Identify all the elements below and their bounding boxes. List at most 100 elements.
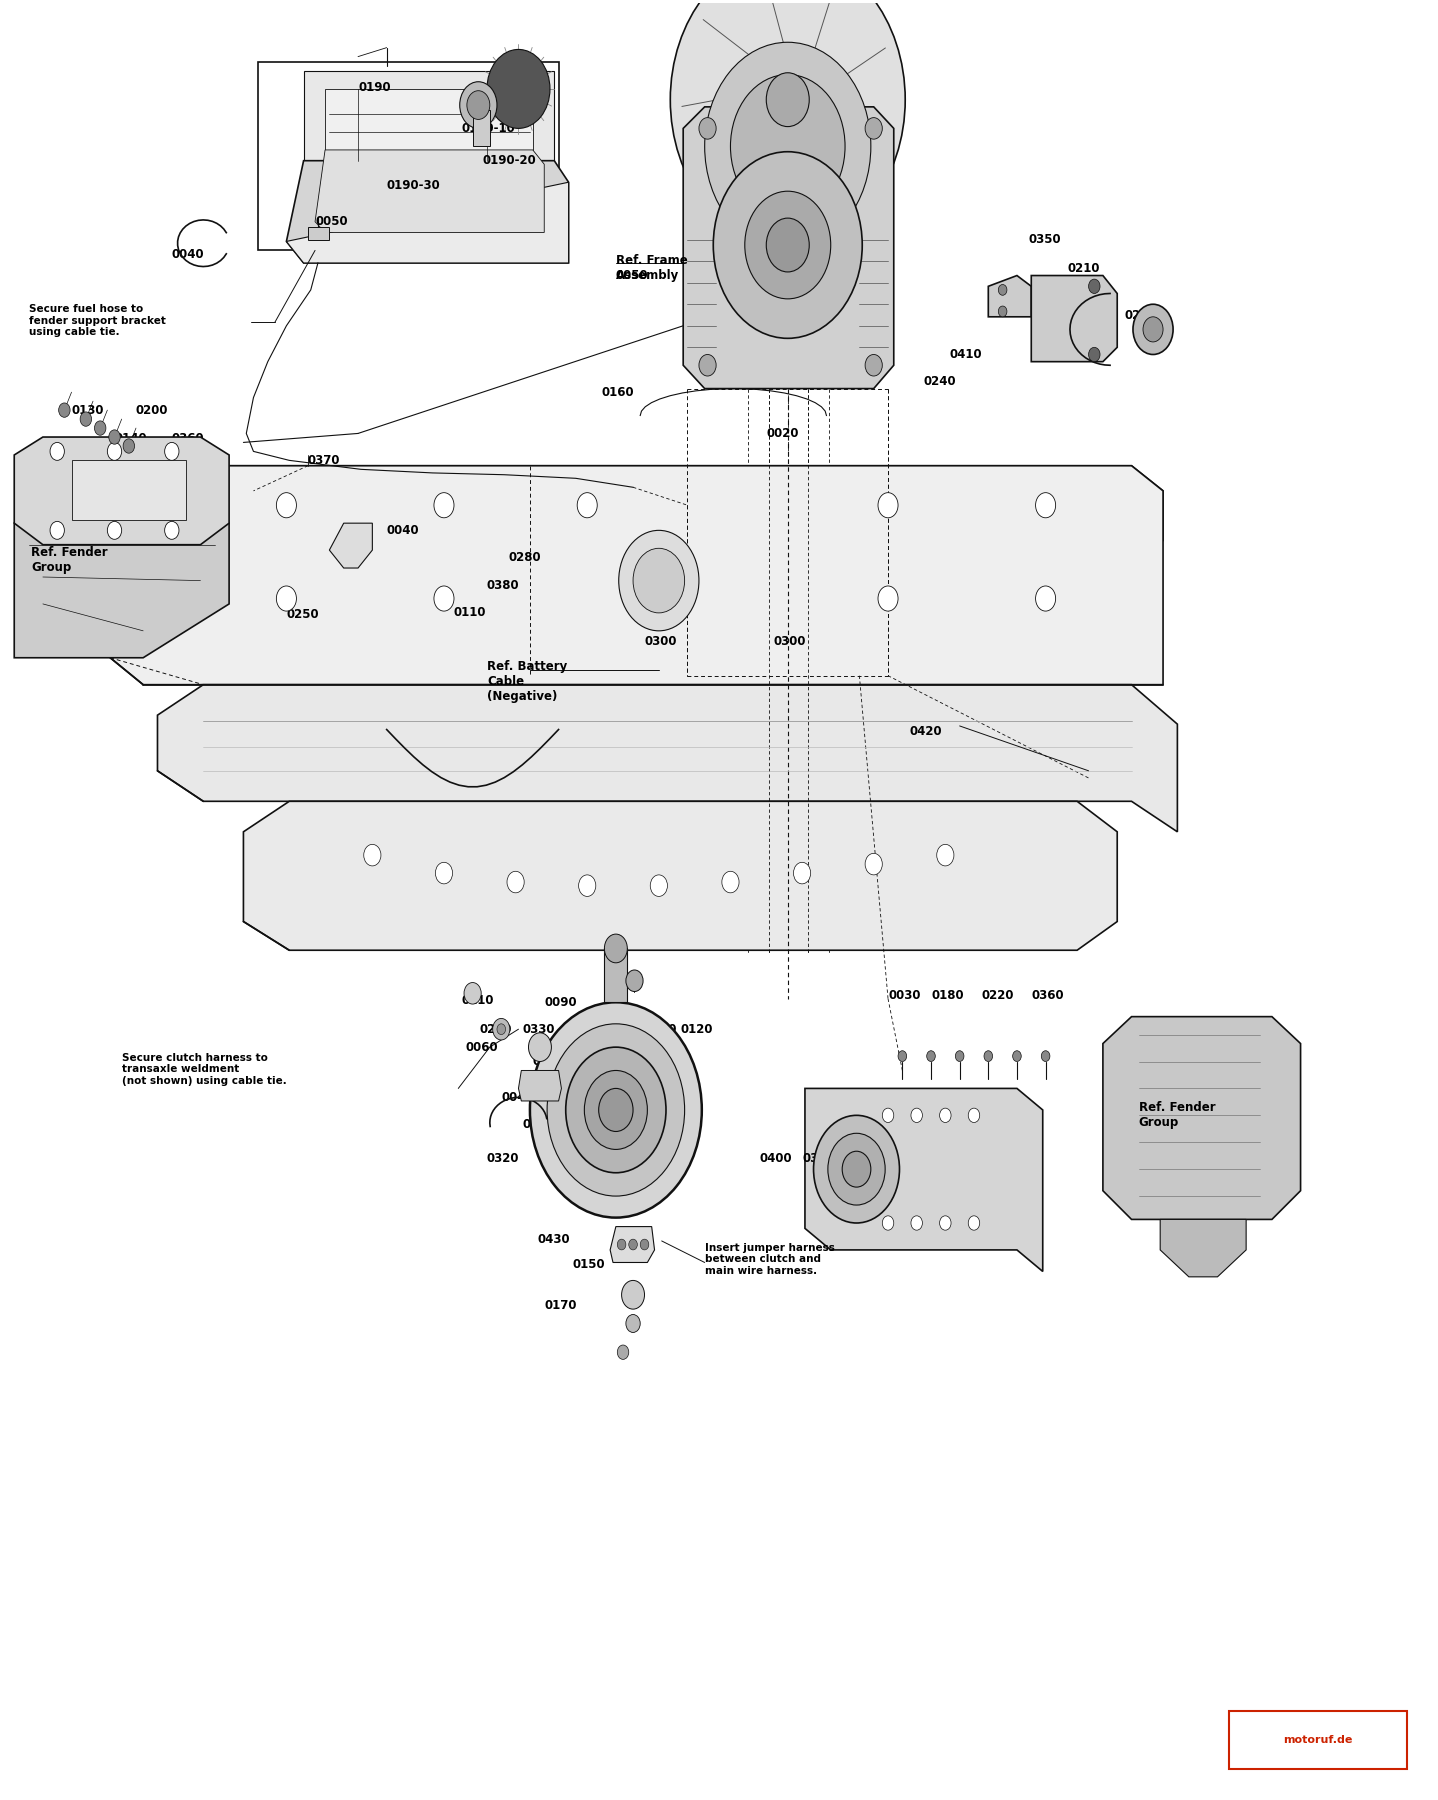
Text: 0410: 0410	[949, 347, 982, 362]
Circle shape	[968, 1109, 979, 1123]
Polygon shape	[14, 524, 229, 657]
Text: 0040: 0040	[171, 247, 204, 261]
Polygon shape	[683, 106, 894, 389]
Circle shape	[1041, 1051, 1050, 1062]
Polygon shape	[473, 110, 490, 146]
Polygon shape	[243, 801, 1117, 950]
Polygon shape	[72, 461, 186, 520]
Circle shape	[1143, 317, 1163, 342]
Polygon shape	[329, 524, 372, 569]
Circle shape	[621, 1280, 644, 1309]
Text: 0180: 0180	[930, 988, 963, 1001]
Circle shape	[766, 218, 810, 272]
Circle shape	[955, 1051, 963, 1062]
Circle shape	[618, 531, 699, 630]
Circle shape	[626, 970, 643, 992]
Circle shape	[577, 493, 597, 518]
Text: 0210: 0210	[1067, 261, 1100, 275]
Text: 0220: 0220	[981, 988, 1014, 1001]
Circle shape	[108, 522, 122, 540]
Polygon shape	[1160, 1219, 1247, 1276]
Circle shape	[493, 1019, 510, 1040]
Polygon shape	[111, 466, 1163, 542]
Circle shape	[364, 844, 381, 866]
Text: 0090: 0090	[544, 995, 577, 1008]
Circle shape	[713, 151, 863, 338]
Circle shape	[866, 117, 883, 139]
Circle shape	[1035, 493, 1055, 518]
Circle shape	[464, 983, 482, 1004]
Circle shape	[50, 522, 65, 540]
Text: 0440: 0440	[777, 63, 810, 76]
Text: 0300: 0300	[644, 635, 677, 648]
Polygon shape	[286, 160, 568, 263]
Circle shape	[899, 1051, 906, 1062]
Text: 0250: 0250	[286, 608, 319, 621]
Text: Ref. Fender
Group: Ref. Fender Group	[32, 547, 108, 574]
Text: 0150: 0150	[572, 1258, 605, 1271]
Polygon shape	[610, 1226, 654, 1262]
Circle shape	[998, 284, 1007, 295]
Text: 0270: 0270	[480, 1022, 512, 1035]
Text: 0040: 0040	[387, 524, 420, 536]
Circle shape	[565, 1048, 666, 1174]
Text: 0190-10: 0190-10	[462, 122, 515, 135]
Text: 0280: 0280	[509, 551, 541, 563]
Circle shape	[434, 493, 454, 518]
Text: 0010: 0010	[604, 1125, 637, 1138]
Text: motoruf.de: motoruf.de	[1283, 1735, 1353, 1744]
Circle shape	[705, 41, 871, 250]
Circle shape	[670, 0, 905, 247]
Polygon shape	[325, 88, 533, 149]
Text: 0360: 0360	[171, 432, 204, 445]
Circle shape	[828, 1134, 886, 1204]
Polygon shape	[286, 182, 568, 263]
Circle shape	[436, 862, 453, 884]
Text: 0320: 0320	[487, 1152, 519, 1165]
Text: 0290: 0290	[766, 137, 800, 149]
Circle shape	[626, 1314, 640, 1332]
Text: 0110: 0110	[454, 607, 486, 619]
Circle shape	[936, 844, 953, 866]
Text: 0240: 0240	[923, 374, 956, 389]
Text: 0120: 0120	[680, 1022, 713, 1035]
Circle shape	[1089, 347, 1100, 362]
Polygon shape	[988, 275, 1031, 317]
Text: 0160: 0160	[601, 385, 634, 398]
Polygon shape	[1103, 1017, 1300, 1219]
Polygon shape	[805, 1089, 1043, 1271]
Circle shape	[628, 1238, 637, 1249]
Text: 0140: 0140	[115, 432, 147, 445]
Circle shape	[1089, 279, 1100, 293]
Circle shape	[276, 493, 296, 518]
Circle shape	[1035, 587, 1055, 610]
Circle shape	[926, 1051, 935, 1062]
Circle shape	[578, 875, 595, 896]
Circle shape	[164, 522, 178, 540]
Circle shape	[584, 1071, 647, 1150]
Circle shape	[508, 871, 525, 893]
Text: 0190: 0190	[358, 81, 391, 94]
Circle shape	[487, 49, 549, 128]
Circle shape	[617, 1238, 626, 1249]
Text: 0420: 0420	[909, 725, 942, 738]
Circle shape	[968, 1215, 979, 1229]
Circle shape	[731, 74, 846, 218]
Text: 0300: 0300	[774, 635, 805, 648]
Circle shape	[617, 1345, 628, 1359]
Circle shape	[745, 191, 831, 299]
Circle shape	[814, 1116, 900, 1222]
Circle shape	[794, 862, 811, 884]
Polygon shape	[303, 70, 554, 160]
Circle shape	[95, 421, 106, 436]
Circle shape	[939, 1109, 951, 1123]
Text: 0230: 0230	[178, 461, 211, 473]
Polygon shape	[257, 61, 558, 250]
Text: Insert jumper harness
between clutch and
main wire harness.: Insert jumper harness between clutch and…	[705, 1242, 834, 1276]
Polygon shape	[111, 466, 1163, 684]
Circle shape	[59, 403, 70, 418]
Circle shape	[866, 355, 883, 376]
Circle shape	[866, 853, 883, 875]
Circle shape	[604, 934, 627, 963]
Text: 0450: 0450	[802, 95, 835, 108]
